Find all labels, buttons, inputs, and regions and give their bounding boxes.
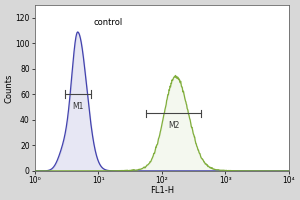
Text: M1: M1 [72, 102, 83, 111]
Text: control: control [94, 18, 123, 27]
Y-axis label: Counts: Counts [5, 73, 14, 103]
Text: M2: M2 [168, 121, 179, 130]
X-axis label: FL1-H: FL1-H [150, 186, 174, 195]
